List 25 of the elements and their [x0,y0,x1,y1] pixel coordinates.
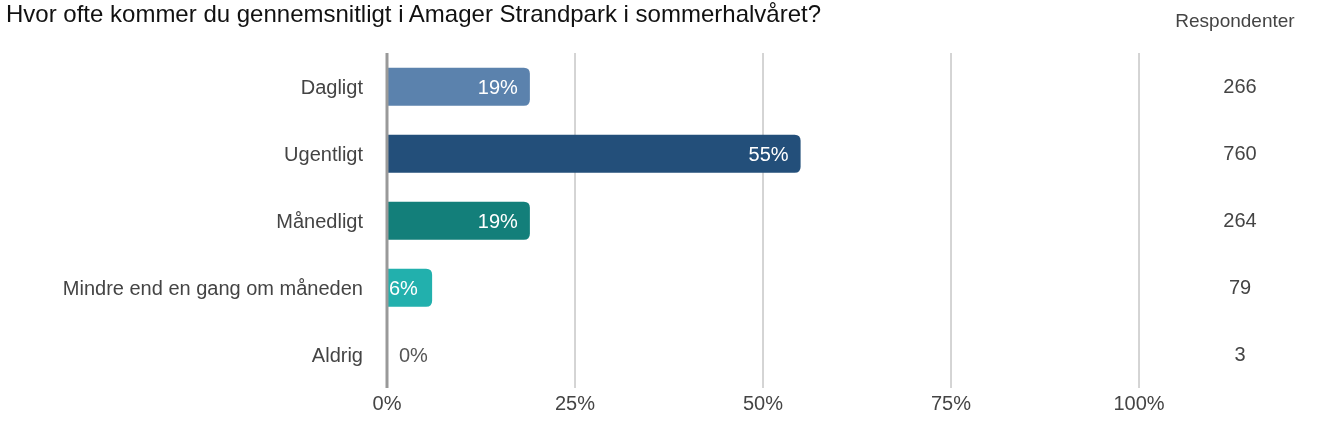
text: Respondenter [1174,10,1296,32]
y-tick-label: Ugentligt [284,142,364,165]
text: 760 [1222,141,1258,165]
x-tick-label: 100% [1113,392,1165,415]
x-tick-label: 0% [372,392,402,415]
y-tick-label: Mindre end en gang om måneden [62,276,363,299]
data-label: 6% [389,276,419,299]
text: 264 [1222,208,1258,232]
text: 3 [1233,342,1247,366]
text: 79 [1227,275,1253,299]
data-label: 0% [399,343,429,366]
x-tick-label: 75% [930,392,972,415]
bar [387,67,530,106]
data-label: 19% [477,209,519,232]
y-tick-label: Dagligt [300,75,364,98]
data-label: 19% [477,75,519,98]
y-tick-label: Månedligt [276,209,364,232]
data-label: 55% [748,142,789,165]
text: 266 [1222,74,1258,98]
x-tick-label: 25% [554,392,596,415]
x-tick-label: 50% [742,392,784,415]
chart-title: Hvor ofte kommer du gennemsnitligt i Amager Strandpark i sommerhalvåret? [6,0,822,28]
y-tick-label: Aldrig [311,343,363,366]
bar [387,201,530,240]
bar [387,134,801,173]
